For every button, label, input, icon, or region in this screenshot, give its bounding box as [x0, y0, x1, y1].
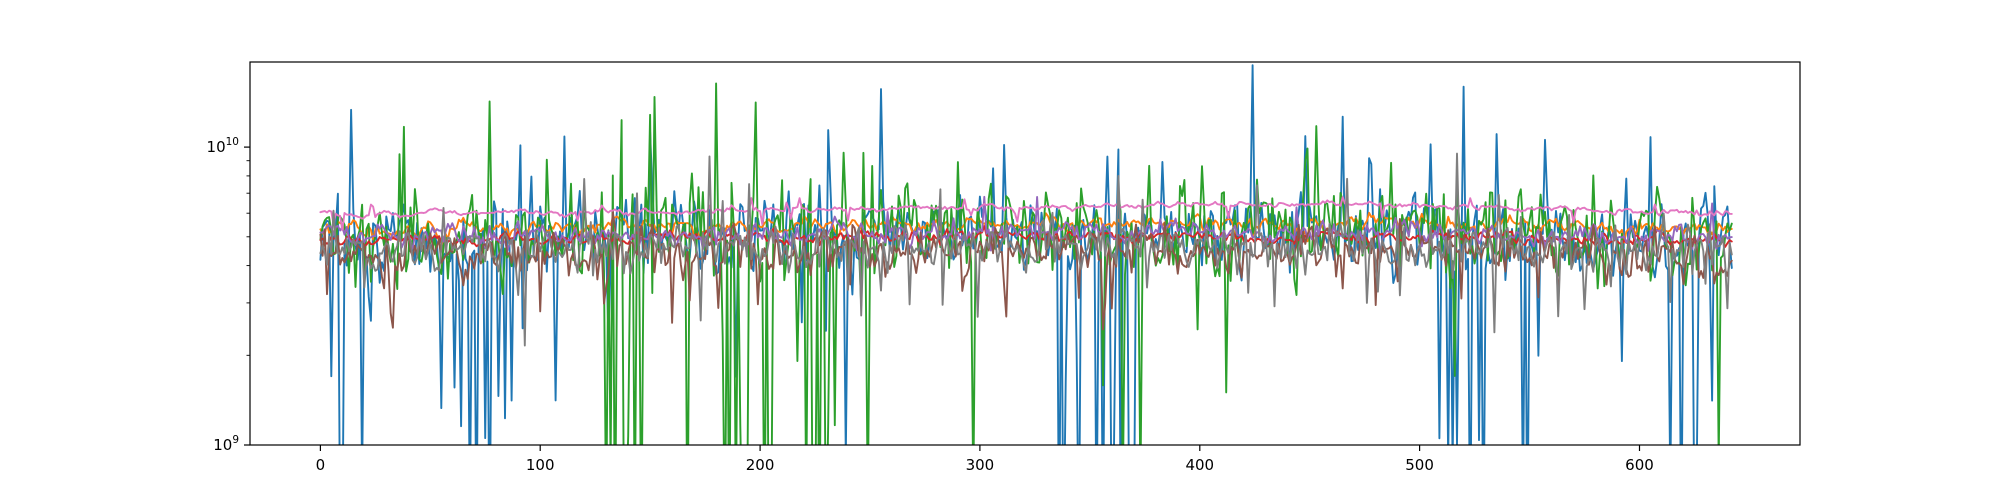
plot-border: [249, 61, 1801, 446]
axes-group: 0 100 200 300 400 500 600 109 1010: [207, 61, 1801, 474]
x-tick-label: 500: [1405, 456, 1434, 474]
x-tick-label: 400: [1185, 456, 1214, 474]
series-gray-line: [319, 152, 1733, 347]
x-tick-label: 0: [316, 456, 326, 474]
x-tick-label: 200: [746, 456, 775, 474]
x-tick-label: 100: [526, 456, 555, 474]
x-tick-label: 300: [966, 456, 995, 474]
series-pink-line: [319, 196, 1733, 231]
y-tick-label: 109: [213, 434, 239, 454]
series-group: [319, 64, 1733, 445]
x-tick-label: 600: [1625, 456, 1654, 474]
y-tick-label: 1010: [207, 136, 239, 156]
series-blue-line: [319, 64, 1733, 445]
